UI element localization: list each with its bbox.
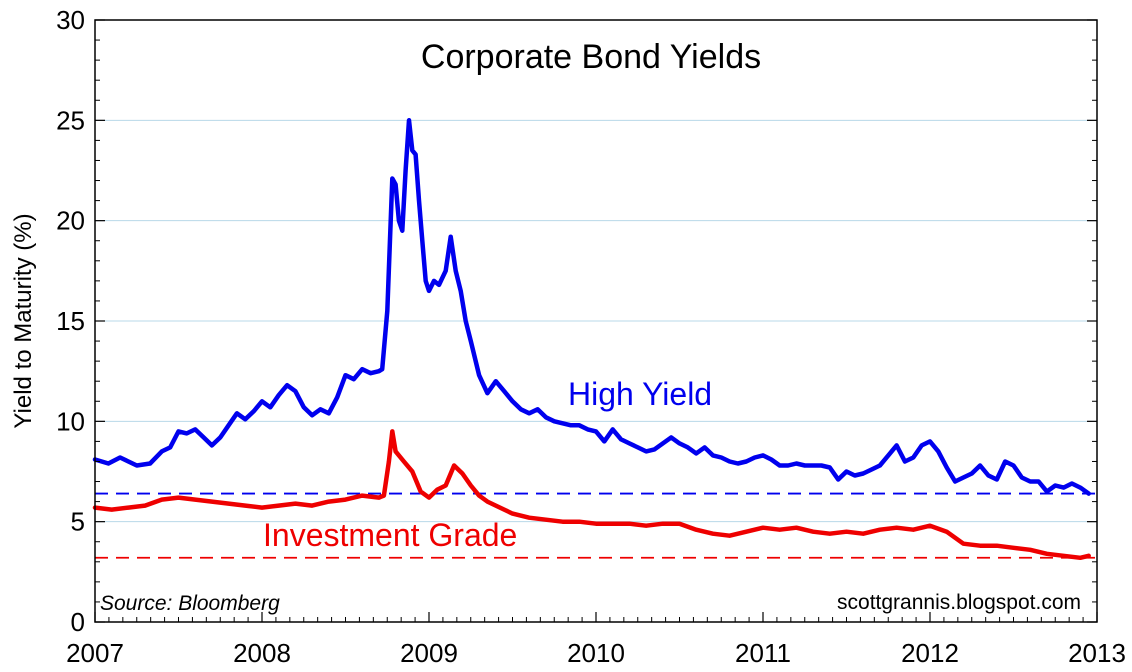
credit-note: scottgrannis.blogspot.com [837, 591, 1081, 614]
y-tick-label-0: 0 [71, 607, 85, 637]
x-tick-label-2009: 2009 [400, 638, 458, 668]
y-tick-label-5: 5 [71, 507, 85, 537]
x-tick-label-2008: 2008 [233, 638, 291, 668]
series-lines [92, 118, 1091, 561]
y-tick-label-25: 25 [56, 105, 85, 135]
series-label-investment-grade: Investment Grade [263, 517, 517, 553]
x-tick-label-2012: 2012 [901, 638, 959, 668]
source-note: Source: Bloomberg [100, 592, 280, 615]
axis-ticks [94, 19, 1098, 623]
x-tick-label-2013: 2013 [1068, 638, 1126, 668]
y-axis-label: Yield to Maturity (%) [10, 213, 37, 428]
series-label-high-yield: High Yield [568, 376, 712, 412]
y-tick-label-15: 15 [56, 306, 85, 336]
y-tick-label-20: 20 [56, 206, 85, 236]
y-tick-label-30: 30 [56, 5, 85, 35]
series-line-high-yield [92, 118, 1091, 496]
x-tick-label-2010: 2010 [567, 638, 625, 668]
tick-labels: 0 5 10 15 20 25 30 2007 2008 2009 2010 2011 2012 2013 [56, 5, 1126, 668]
y-tick-label-10: 10 [56, 406, 85, 436]
x-tick-label-2011: 2011 [735, 638, 791, 668]
chart-title: Corporate Bond Yields [421, 38, 761, 76]
gridlines [95, 119, 1097, 523]
series-line-investment-grade [92, 429, 1091, 561]
x-tick-label-2007: 2007 [66, 638, 124, 668]
